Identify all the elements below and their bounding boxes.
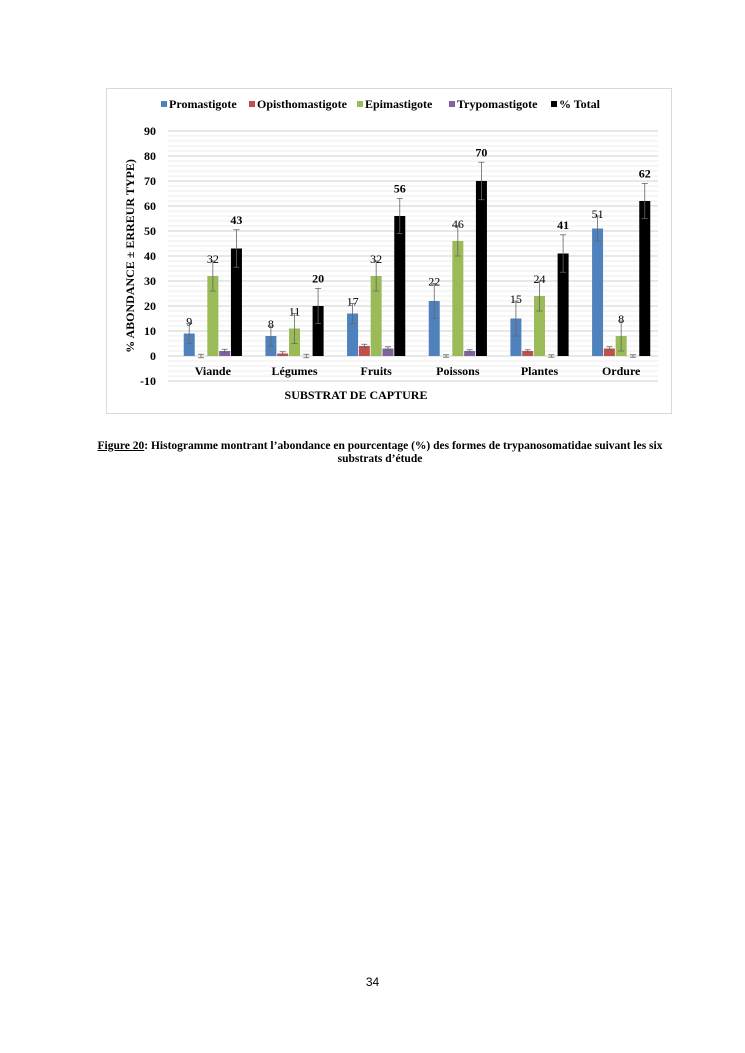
legend-label: % Total <box>559 97 601 111</box>
y-tick-label: 20 <box>144 299 156 313</box>
data-label: 32 <box>207 252 219 266</box>
legend-swatch <box>161 101 167 107</box>
x-tick-label: Ordure <box>602 364 641 378</box>
data-label: 46 <box>452 217 464 231</box>
y-tick-label: 90 <box>144 124 156 138</box>
x-axis-label: SUBSTRAT DE CAPTURE <box>285 388 428 402</box>
data-label: 22 <box>428 275 440 289</box>
data-label: 17 <box>347 295 359 309</box>
x-tick-label: Viande <box>195 364 232 378</box>
y-tick-label: 30 <box>144 274 156 288</box>
x-tick-label: Plantes <box>521 364 559 378</box>
y-tick-label: -10 <box>140 374 156 388</box>
bar-total <box>230 248 242 356</box>
data-label: 8 <box>618 312 624 326</box>
data-label: 62 <box>639 167 651 181</box>
bar-epimastigote <box>370 276 382 356</box>
y-tick-label: 50 <box>144 224 156 238</box>
bar-opisthomastigote <box>358 346 370 356</box>
bar-trypomastigote <box>219 351 231 356</box>
data-label: 51 <box>592 207 604 221</box>
bar-opisthomastigote <box>603 348 615 356</box>
bar-promastigote <box>428 301 440 356</box>
bar-epimastigote <box>207 276 219 356</box>
data-label: 15 <box>510 292 522 306</box>
y-tick-label: 40 <box>144 249 156 263</box>
figure-caption: Figure 20: Histogramme montrant l’abonda… <box>80 440 680 466</box>
y-axis-label: % ABONDANCE ± ERREUR TYPE) <box>123 159 137 353</box>
bar-promastigote <box>183 333 195 356</box>
data-label: 20 <box>312 272 324 286</box>
caption-text: : Histogramme montrant l’abondance en po… <box>144 440 663 465</box>
legend-swatch <box>357 101 363 107</box>
y-tick-label: 10 <box>144 324 156 338</box>
legend-label: Trypomastigote <box>457 97 538 111</box>
data-label: 56 <box>394 182 406 196</box>
bar-total <box>475 181 487 356</box>
bar-total <box>394 216 406 356</box>
data-label: 41 <box>557 218 569 232</box>
page-number: 34 <box>365 975 380 989</box>
data-label: 32 <box>370 252 382 266</box>
y-tick-label: 60 <box>144 199 156 213</box>
legend-label: Opisthomastigote <box>257 97 348 111</box>
bar-chart: -10 0 10 20 30 40 50 60 70 80 90 % ABONDANCE ± ERRE… <box>106 88 672 414</box>
legend-label: Epimastigote <box>365 97 433 111</box>
bar-trypomastigote <box>464 351 476 356</box>
data-label: 43 <box>230 213 242 227</box>
y-tick-label: 80 <box>144 149 156 163</box>
data-label: 11 <box>289 305 301 319</box>
bar-total <box>557 253 569 356</box>
y-tick-label: 0 <box>150 349 156 363</box>
data-label: 24 <box>534 272 546 286</box>
bar-total <box>639 201 651 356</box>
x-tick-label: Fruits <box>360 364 392 378</box>
figure-label: Figure 20 <box>97 440 145 452</box>
bar-epimastigote <box>534 296 545 356</box>
bar-promastigote <box>510 318 522 356</box>
x-tick-label: Poissons <box>436 364 480 378</box>
y-tick-label: 70 <box>144 174 156 188</box>
bar-total <box>312 306 324 356</box>
legend-swatch <box>249 101 255 107</box>
bar-opisthomastigote <box>522 351 534 356</box>
data-label: 8 <box>268 317 274 331</box>
bar-trypomastigote <box>382 348 394 356</box>
bar-epimastigote <box>452 241 464 356</box>
legend-swatch <box>551 101 557 107</box>
bar-promastigote <box>592 228 604 356</box>
legend-label: Promastigote <box>169 97 237 111</box>
x-tick-label: Légumes <box>272 364 318 378</box>
legend-swatch <box>449 101 455 107</box>
bar-promastigote <box>347 313 359 356</box>
data-label: 9 <box>186 315 192 329</box>
data-label: 70 <box>475 145 487 159</box>
